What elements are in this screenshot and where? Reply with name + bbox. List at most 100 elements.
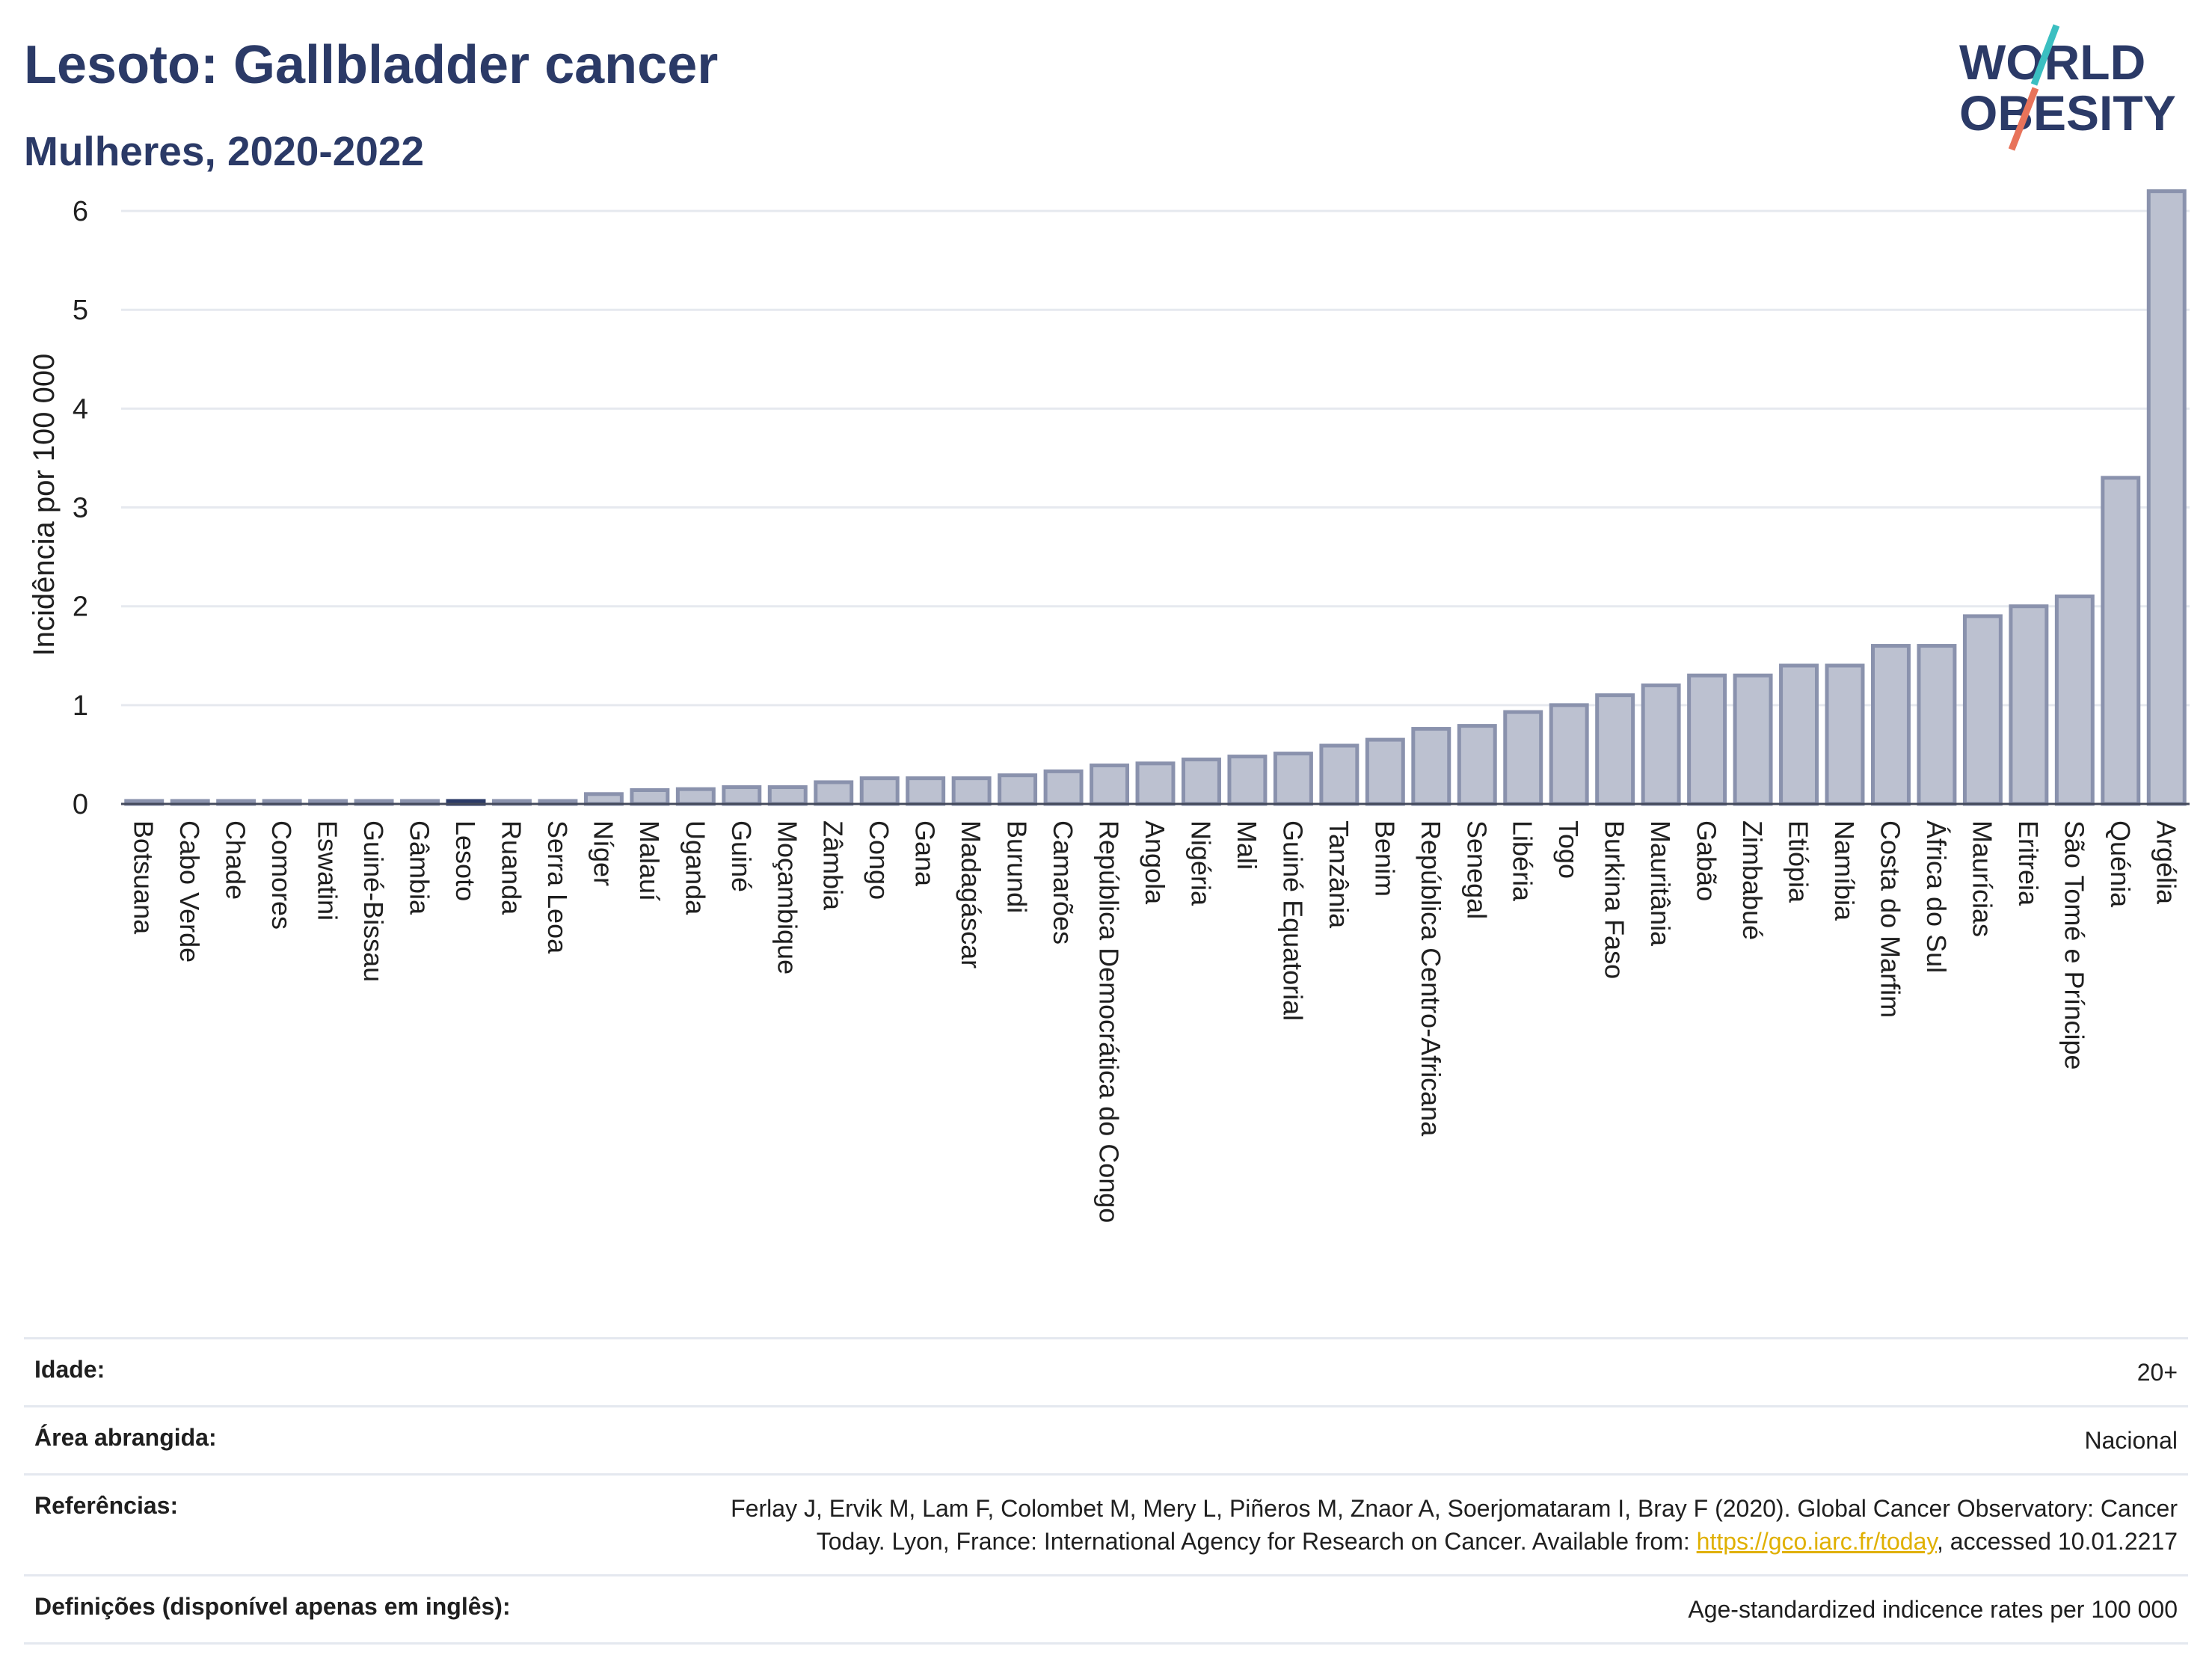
logo-word-obesity: OBESITY — [1959, 85, 2176, 141]
bar-30[interactable] — [1503, 710, 1543, 806]
bar-33[interactable] — [1641, 683, 1681, 806]
y-tick-label: 0 — [73, 789, 88, 820]
x-tick-label: Mali — [1232, 820, 1262, 870]
bar-18[interactable] — [951, 776, 992, 806]
x-tick-label: República Centro-Africana — [1416, 820, 1446, 1137]
bar-27[interactable] — [1365, 737, 1405, 806]
x-tick-label: Eritreia — [2013, 820, 2044, 906]
bar-35[interactable] — [1733, 673, 1773, 806]
x-tick-label: Uganda — [680, 820, 710, 915]
bar-39[interactable] — [1917, 644, 1957, 806]
bar-36[interactable] — [1779, 663, 1819, 806]
age-value: 20+ — [2136, 1359, 2178, 1386]
bar-21[interactable] — [1090, 763, 1130, 806]
x-tick-label: Zâmbia — [818, 820, 849, 911]
bar-11[interactable] — [630, 787, 670, 806]
x-tick-label: Chade — [221, 820, 251, 900]
x-tick-label: Cabo Verde — [174, 820, 205, 962]
references-accessed: , accessed 10.01.2217 — [1936, 1528, 2178, 1555]
bars — [124, 189, 2187, 806]
chart-title: Lesoto: Gallbladder cancer — [24, 35, 719, 95]
x-tick-label: Lesoto — [450, 820, 481, 901]
y-tick-label: 4 — [73, 393, 88, 425]
x-tick-label: Guiné — [726, 820, 757, 892]
references-value: Ferlay J, Ervik M, Lam F, Colombet M, Me… — [731, 1492, 2178, 1558]
bar-37[interactable] — [1825, 663, 1865, 806]
bar-28[interactable] — [1411, 727, 1451, 806]
bar-16[interactable] — [859, 776, 900, 806]
x-tick-label: São Tomé e Príncipe — [2059, 820, 2089, 1070]
bar-29[interactable] — [1457, 724, 1497, 806]
y-tick-label: 1 — [73, 690, 88, 722]
bar-41[interactable] — [2009, 604, 2049, 806]
area-label: Área abrangida: — [34, 1424, 217, 1451]
bar-12[interactable] — [675, 787, 716, 806]
bar-44[interactable] — [2146, 189, 2187, 806]
bar-23[interactable] — [1181, 758, 1221, 806]
references-line-1: Ferlay J, Ervik M, Lam F, Colombet M, Me… — [731, 1495, 2178, 1522]
x-tick-label: Senegal — [1461, 820, 1492, 919]
bar-31[interactable] — [1549, 703, 1589, 806]
bar-43[interactable] — [2101, 476, 2141, 806]
references-link[interactable]: https://gco.iarc.fr/today — [1696, 1528, 1937, 1555]
x-tick-label: Eswatini — [313, 820, 343, 921]
x-tick-label: Etiópia — [1784, 820, 1814, 903]
x-tick-label: Tanzânia — [1324, 820, 1354, 929]
bar-42[interactable] — [2054, 594, 2095, 806]
x-tick-label: Malauí — [634, 820, 665, 901]
x-axis-labels: Botsuana Cabo Verde Chade Comores Eswatini Gu… — [129, 820, 2182, 1223]
x-tick-label: Angola — [1140, 820, 1170, 905]
x-tick-label: Maurícias — [1967, 820, 1997, 937]
x-tick-label: Gana — [910, 820, 941, 887]
bar-32[interactable] — [1595, 693, 1635, 806]
x-tick-label: Guiné Equatorial — [1277, 820, 1308, 1021]
x-tick-label: Argélia — [2151, 820, 2181, 905]
x-tick-label: Madagáscar — [956, 820, 986, 968]
info-row-age: Idade: 20+ — [24, 1337, 2188, 1405]
bar-38[interactable] — [1870, 644, 1911, 806]
age-label: Idade: — [34, 1356, 105, 1383]
bar-chart: 0 1 2 3 4 5 6 Botsuana Cabo Verde Chade Comores Es… — [28, 189, 2190, 1223]
info-row-references: Referências: Ferlay J, Ervik M, Lam F, C… — [24, 1473, 2188, 1574]
x-tick-label: Nigéria — [1185, 820, 1216, 906]
bar-15[interactable] — [814, 780, 854, 806]
x-tick-label: Libéria — [1508, 820, 1538, 902]
logo-slash-teal — [2030, 24, 2060, 86]
y-tick-label: 3 — [73, 493, 88, 524]
x-tick-label: Moçambique — [772, 820, 802, 974]
bar-17[interactable] — [906, 776, 946, 806]
bar-25[interactable] — [1273, 752, 1313, 806]
info-row-area: Área abrangida: Nacional — [24, 1405, 2188, 1473]
info-row-definitions: Definições (disponível apenas em inglês)… — [24, 1574, 2188, 1645]
bar-13[interactable] — [722, 785, 762, 806]
bar-19[interactable] — [998, 773, 1038, 806]
bar-20[interactable] — [1043, 769, 1084, 806]
y-tick-label: 5 — [73, 295, 88, 326]
x-tick-label: Burkina Faso — [1600, 820, 1630, 979]
bar-40[interactable] — [1962, 614, 2003, 806]
bar-22[interactable] — [1135, 761, 1176, 806]
x-tick-label: Gabão — [1692, 820, 1722, 901]
x-tick-label: Ruanda — [496, 820, 526, 915]
x-tick-label: Congo — [864, 820, 894, 900]
references-line-2: Today. Lyon, France: International Agenc… — [816, 1528, 1697, 1555]
x-tick-label: Guiné-Bissau — [358, 820, 389, 982]
x-tick-label: Benim — [1369, 820, 1400, 897]
bar-24[interactable] — [1227, 755, 1268, 806]
y-axis-ticks: 0 1 2 3 4 5 6 — [73, 196, 88, 820]
bar-26[interactable] — [1319, 743, 1360, 806]
info-table: Idade: 20+ Área abrangida: Nacional Refe… — [24, 1337, 2188, 1645]
bar-34[interactable] — [1687, 673, 1727, 806]
x-tick-label: Burundi — [1002, 820, 1033, 913]
x-tick-label: Togo — [1553, 820, 1584, 879]
x-tick-label: Gâmbia — [405, 820, 435, 915]
y-tick-label: 6 — [73, 196, 88, 227]
y-tick-label: 2 — [73, 592, 88, 623]
chart-subtitle: Mulheres, 2020-2022 — [24, 128, 425, 174]
definitions-label: Definições (disponível apenas em inglês)… — [34, 1593, 511, 1620]
bar-10[interactable] — [583, 792, 624, 806]
x-tick-label: Namíbia — [1829, 820, 1860, 921]
bar-14[interactable] — [767, 785, 808, 806]
definitions-value: Age-standardized indicence rates per 100… — [1688, 1596, 2178, 1623]
x-tick-label: Serra Leoa — [542, 820, 573, 954]
